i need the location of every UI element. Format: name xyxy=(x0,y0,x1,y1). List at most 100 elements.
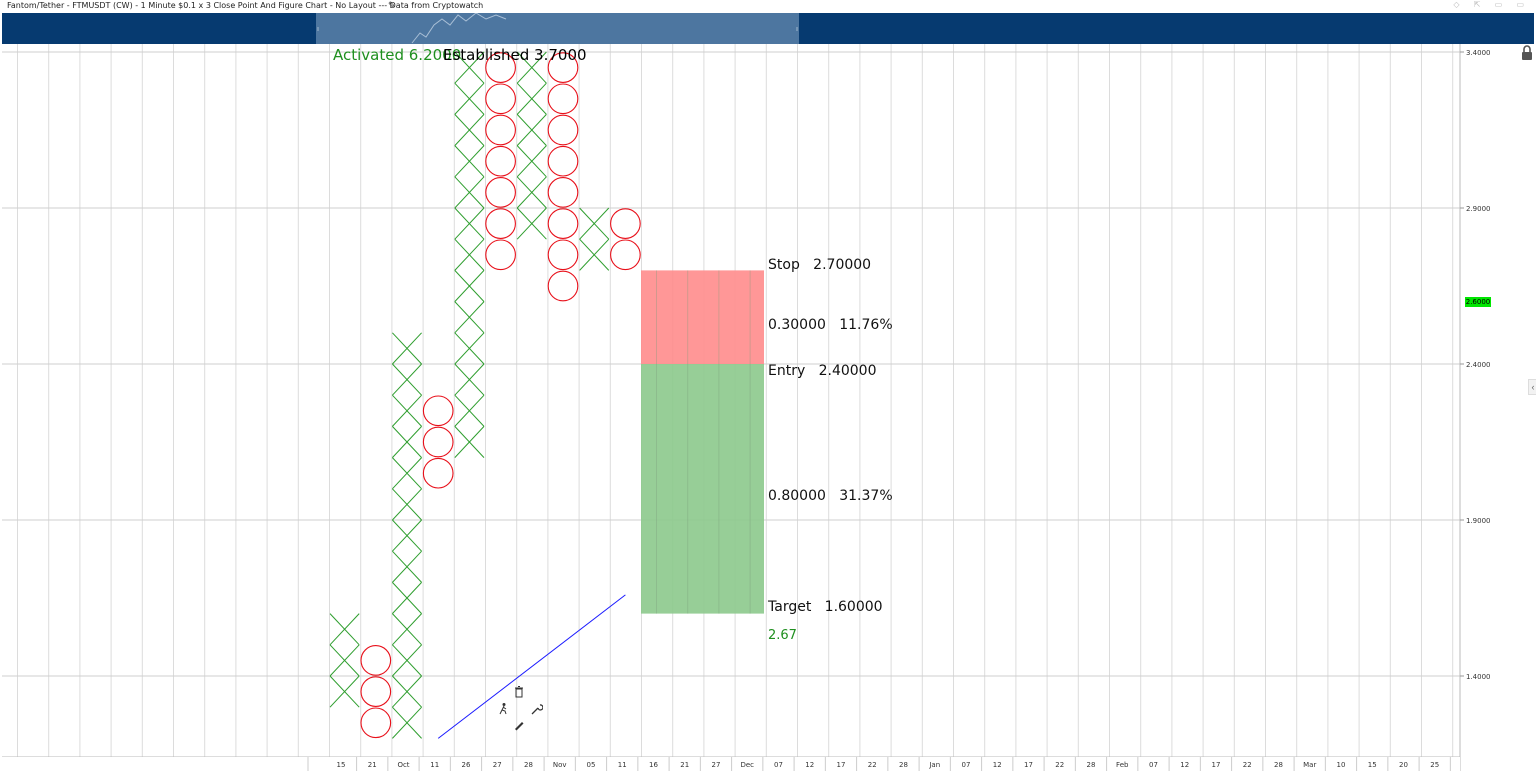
x-box xyxy=(579,238,610,271)
navigator-sparkline xyxy=(317,12,798,44)
chevron-left-icon[interactable]: ‹ xyxy=(1528,379,1536,395)
x-box xyxy=(454,332,485,365)
x-tick-label: 28 xyxy=(1274,761,1283,769)
o-box xyxy=(547,270,579,302)
x-box xyxy=(392,332,422,365)
x-tick-label: 05 xyxy=(587,761,596,769)
x-tick-label: 07 xyxy=(774,761,783,769)
x-box xyxy=(579,207,610,240)
risk-label: 0.30000 11.76% xyxy=(768,317,893,333)
x-axis: 15 21 Oct 11 26 27 28 Nov 05 11 16 21 27 Dec 07 12 17 22 2… xyxy=(2,757,1460,771)
x-box xyxy=(392,519,422,552)
ratio-label: 2.67 xyxy=(768,628,797,643)
o-box xyxy=(360,707,392,739)
x-box xyxy=(454,114,485,146)
o-box xyxy=(547,239,579,271)
x-tick-label: 07 xyxy=(1149,761,1158,769)
x-box xyxy=(329,613,360,646)
o-box xyxy=(547,114,579,146)
o-box xyxy=(485,177,516,208)
target-label: Target 1.60000 xyxy=(768,599,883,615)
o-box xyxy=(485,114,516,146)
pencil-icon[interactable] xyxy=(512,718,526,732)
x-tick-label: 21 xyxy=(368,761,377,769)
o-box xyxy=(547,145,579,177)
o-box xyxy=(610,239,641,271)
x-box xyxy=(516,145,547,178)
walking-figure-icon[interactable] xyxy=(496,702,510,716)
x-tick-label: 28 xyxy=(899,761,908,769)
x-box xyxy=(392,706,422,739)
x-box xyxy=(392,550,422,583)
x-box xyxy=(516,82,547,115)
title-bar: Fantom/Tether - FTMUSDT (CW) - 1 Minute … xyxy=(0,0,1536,13)
x-tick-label: 27 xyxy=(493,761,502,769)
o-box xyxy=(360,645,392,676)
window-title: Fantom/Tether - FTMUSDT (CW) - 1 Minute … xyxy=(7,1,484,10)
x-tick-label: Oct xyxy=(397,761,409,769)
o-box xyxy=(485,208,516,239)
trash-icon[interactable] xyxy=(512,685,526,699)
reward-zone xyxy=(641,364,764,614)
o-box xyxy=(610,208,641,239)
risk-reward-tool xyxy=(641,270,764,614)
x-tick-label: Dec xyxy=(740,761,754,769)
x-tick-label: 11 xyxy=(618,761,627,769)
y-tick-label: 2.9000 xyxy=(1466,205,1491,213)
x-box xyxy=(392,457,422,490)
x-tick-label: 15 xyxy=(337,761,346,769)
o-box xyxy=(485,83,516,115)
y-tick-label: 2.4000 xyxy=(1466,361,1491,369)
x-box xyxy=(454,176,485,209)
x-tick-label: 28 xyxy=(1087,761,1096,769)
x-box xyxy=(392,675,422,708)
pnf-columns xyxy=(329,51,641,739)
x-box xyxy=(392,394,422,427)
pencil-icon[interactable]: ✎ xyxy=(388,0,396,10)
x-box xyxy=(454,51,485,84)
x-box xyxy=(454,363,485,396)
o-box xyxy=(547,52,579,83)
x-tick-label: 21 xyxy=(680,761,689,769)
x-tick-label: 12 xyxy=(805,761,814,769)
lock-icon[interactable] xyxy=(1520,45,1534,61)
x-tick-label: 12 xyxy=(993,761,1002,769)
x-tick-label: 22 xyxy=(868,761,877,769)
current-price-badge: 2.6000 xyxy=(1465,297,1491,307)
established-label: Established 3.7000 xyxy=(443,46,587,64)
x-tick-label: 10 xyxy=(1337,761,1346,769)
o-box xyxy=(360,676,392,707)
x-box xyxy=(454,426,485,458)
x-tick-label: 26 xyxy=(462,761,471,769)
activated-label: Activated 6.2000 xyxy=(333,46,462,64)
x-box xyxy=(392,426,422,458)
x-tick-label: 25 xyxy=(1430,761,1439,769)
x-box xyxy=(516,114,547,146)
x-box xyxy=(392,644,422,677)
x-tick-label: 17 xyxy=(1024,761,1033,769)
x-box xyxy=(516,176,547,209)
x-box xyxy=(454,301,485,334)
wrench-icon[interactable] xyxy=(529,702,544,716)
chart-grid xyxy=(2,44,1461,771)
risk-zone xyxy=(641,270,764,364)
x-tick-label: Mar xyxy=(1303,761,1316,769)
window-controls[interactable]: ◇ ⇱ ▭ ▭ xyxy=(1453,0,1530,9)
x-box xyxy=(454,145,485,178)
reward-label: 0.80000 31.37% xyxy=(768,488,893,504)
navigator-window[interactable] xyxy=(316,12,799,44)
trendline xyxy=(437,594,626,739)
x-tick-label: 27 xyxy=(712,761,721,769)
x-tick-label: 22 xyxy=(1243,761,1252,769)
o-box xyxy=(422,426,454,458)
x-box xyxy=(454,270,485,302)
y-tick-label: 1.4000 xyxy=(1466,673,1491,681)
y-tick-label: 1.9000 xyxy=(1466,517,1491,525)
x-box xyxy=(454,207,485,240)
y-axis: 3.4000 2.9000 2.4000 1.9000 1.4000 xyxy=(1460,49,1491,681)
x-box xyxy=(454,82,485,115)
stop-label: Stop 2.70000 xyxy=(768,257,872,273)
x-box xyxy=(392,488,422,521)
x-tick-label: 28 xyxy=(524,761,533,769)
